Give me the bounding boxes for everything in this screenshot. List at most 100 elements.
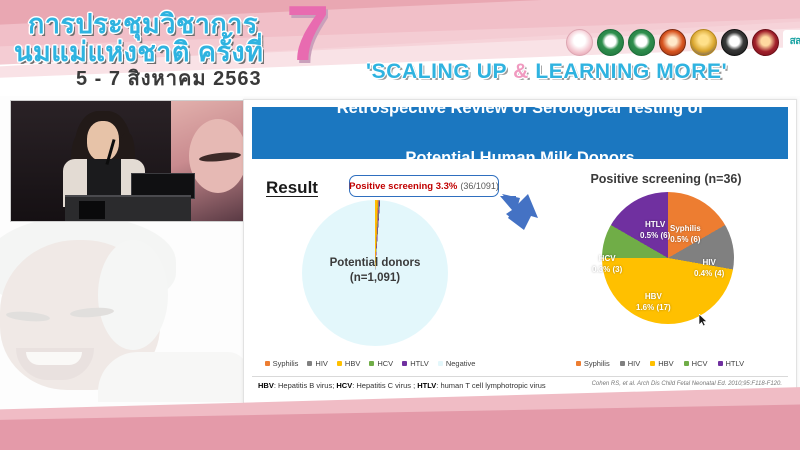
slice-label-htlv-name: HTLV (644, 220, 666, 229)
legend-label-htlv: HTLV (410, 358, 429, 368)
potential-donors-label: Potential donors (329, 257, 421, 269)
legend-item-hiv: HIV (307, 359, 328, 368)
speaker-presentation-video[interactable] (10, 100, 244, 222)
legend-swatch-hiv (307, 360, 313, 366)
pie-chart-positive-screening-graphic (602, 192, 734, 324)
legend-swatch-hiv-right (619, 360, 625, 366)
legend-item-htlv-right: HTLV (717, 358, 745, 368)
legend-swatch-syphilis-right (575, 360, 581, 366)
slice-label-htlv-value: 0.5% (6) (640, 230, 671, 240)
slice-label-hiv-name: HIV (702, 258, 716, 267)
slide-title: Retrospective Review of Serological Test… (252, 99, 788, 167)
blue-arrow-icon (500, 194, 538, 230)
slide-title-line1: Retrospective Review of Serological Test… (336, 98, 704, 117)
green-department-logo-icon (628, 28, 655, 56)
pie-chart-potential-donors-graphic (302, 200, 448, 346)
legend-item-hcv: HCV (369, 359, 393, 368)
legend-positive-screening: Syphilis HIV HBV HCV HTLV (544, 356, 776, 370)
callout-main-text: Positive screening 3.3% (349, 180, 458, 192)
footnote-hbv-text: : Hepatitis B virus; (273, 381, 337, 390)
abbreviation-footnote: HBV: Hepatitis B virus; HCV: Hepatitis C… (258, 381, 546, 390)
conference-title-thai-line2: นมแม่แห่งชาติ ครั้งที่ (14, 37, 264, 67)
conference-date-thai: 5 - 7 สิงหาคม 2563 (76, 68, 262, 90)
legend-swatch-htlv-right (717, 360, 723, 366)
pie-chart-potential-donors: Potential donors (n=1,091) (264, 198, 504, 348)
slice-label-htlv: HTLV 0.5% (6) (640, 220, 670, 241)
slice-label-hiv: HIV 0.4% (4) (694, 258, 724, 279)
footnote-hcv-abbr: HCV (336, 381, 353, 390)
legend-swatch-htlv (402, 360, 408, 366)
legend-potential-donors: Syphilis HIV HBV HCV HTLV Negative (254, 356, 486, 370)
conference-tagline: 'SCALING UP & LEARNING MORE' (366, 60, 727, 84)
background-baby-photo (0, 206, 244, 402)
slide-citation: Cohen RS, et al. Arch Dis Child Fetal Ne… (591, 381, 782, 387)
tagline-part2: LEARNING MORE' (528, 60, 728, 83)
dark-red-crest-logo-icon (752, 28, 779, 56)
slice-label-syphilis-name: Syphilis (670, 224, 701, 233)
legend-item-htlv: HTLV (402, 359, 429, 368)
footnote-hcv-text: : Hepatitis C virus ; (352, 381, 418, 390)
mouse-cursor-icon (699, 314, 708, 326)
slice-label-hcv-value: 0.3% (3) (592, 264, 623, 274)
legend-swatch-hcv-right (683, 360, 689, 366)
conference-title-thai-line1: การประชุมวิชาการ (28, 9, 258, 39)
legend-label-syphilis-right: Syphilis (583, 358, 610, 368)
legend-label-syphilis: Syphilis (272, 358, 299, 368)
slice-label-hiv-value: 0.4% (4) (694, 268, 725, 278)
sponsor-logo-row: สสส (566, 25, 800, 59)
legend-label-hiv-right: HIV (627, 358, 641, 368)
legend-label-hcv: HCV (377, 358, 394, 368)
slice-label-hcv: HCV 0.3% (3) (592, 254, 622, 275)
legend-item-negative: Negative (437, 358, 476, 368)
legend-item-syphilis: Syphilis (264, 358, 299, 368)
gold-royal-crest-logo-icon (690, 28, 717, 56)
black-circular-emblem-logo-icon (721, 28, 748, 56)
slice-label-syphilis: Syphilis 0.5% (6) (670, 224, 701, 245)
legend-swatch-hcv (369, 360, 375, 366)
slice-label-hcv-name: HCV (598, 254, 616, 263)
positive-screening-callout: Positive screening 3.3% (36/1091) (349, 175, 499, 197)
callout-sub-text: (36/1091) (460, 181, 499, 191)
legend-swatch-hbv-right (650, 360, 656, 366)
slice-label-hbv-name: HBV (644, 292, 662, 301)
thaihealth-sss-logo-icon: สสส (783, 29, 800, 55)
conference-header-banner: การประชุมวิชาการ นมแม่แห่งชาติ ครั้งที่ … (0, 0, 800, 96)
legend-swatch-hbv (336, 360, 342, 366)
red-royal-emblem-logo-icon (659, 28, 686, 56)
legend-label-htlv-right: HTLV (725, 358, 745, 368)
presentation-slide: Retrospective Review of Serological Test… (243, 99, 797, 405)
legend-item-hbv-right: HBV (650, 359, 674, 368)
legend-label-hbv: HBV (344, 358, 361, 368)
baby-hat-brim-shape (98, 240, 168, 350)
potential-donors-count: (n=1,091) (349, 272, 401, 284)
baby-body-shape (98, 352, 244, 402)
legend-item-hcv-right: HCV (683, 358, 708, 368)
pink-emblem-logo-icon (566, 28, 593, 56)
pie-chart-positive-screening: Positive screening (n=36) Syphilis 0.5% … (544, 172, 788, 352)
pie-chart-positive-screening-title: Positive screening (n=36) (590, 172, 742, 186)
legend-swatch-syphilis (264, 360, 270, 366)
slice-label-syphilis-value: 0.5% (6) (670, 234, 701, 244)
result-heading: Result (266, 178, 318, 197)
conference-edition-number: 7 (286, 0, 330, 77)
footnote-htlv-text: : human T cell lymphotropic virus (436, 381, 546, 390)
baby-head-shape (0, 240, 160, 390)
baby-teeth-shape (26, 352, 82, 365)
legend-item-hbv: HBV (336, 358, 361, 368)
baby-hat-shape (0, 216, 176, 308)
legend-label-hiv: HIV (315, 358, 328, 368)
legend-label-negative: Negative (445, 358, 476, 368)
slide-footnote-bar: HBV: Hepatitis B virus; HCV: Hepatitis C… (252, 376, 788, 399)
tagline-part1: 'SCALING UP (366, 60, 514, 83)
tagline-ampersand: & (513, 60, 529, 83)
legend-label-hcv-right: HCV (691, 358, 708, 368)
slide-title-line2: Potential Human Milk Donors (405, 148, 635, 167)
slice-label-hbv: HBV 1.6% (17) (636, 292, 671, 313)
footnote-htlv-abbr: HTLV (417, 381, 437, 390)
pie-chart-potential-donors-center-label: Potential donors (n=1,091) (302, 256, 448, 286)
legend-item-hiv-right: HIV (619, 358, 641, 368)
footnote-hbv-abbr: HBV (258, 381, 274, 390)
footer-band-dark (0, 403, 800, 450)
legend-swatch-negative (437, 360, 443, 366)
